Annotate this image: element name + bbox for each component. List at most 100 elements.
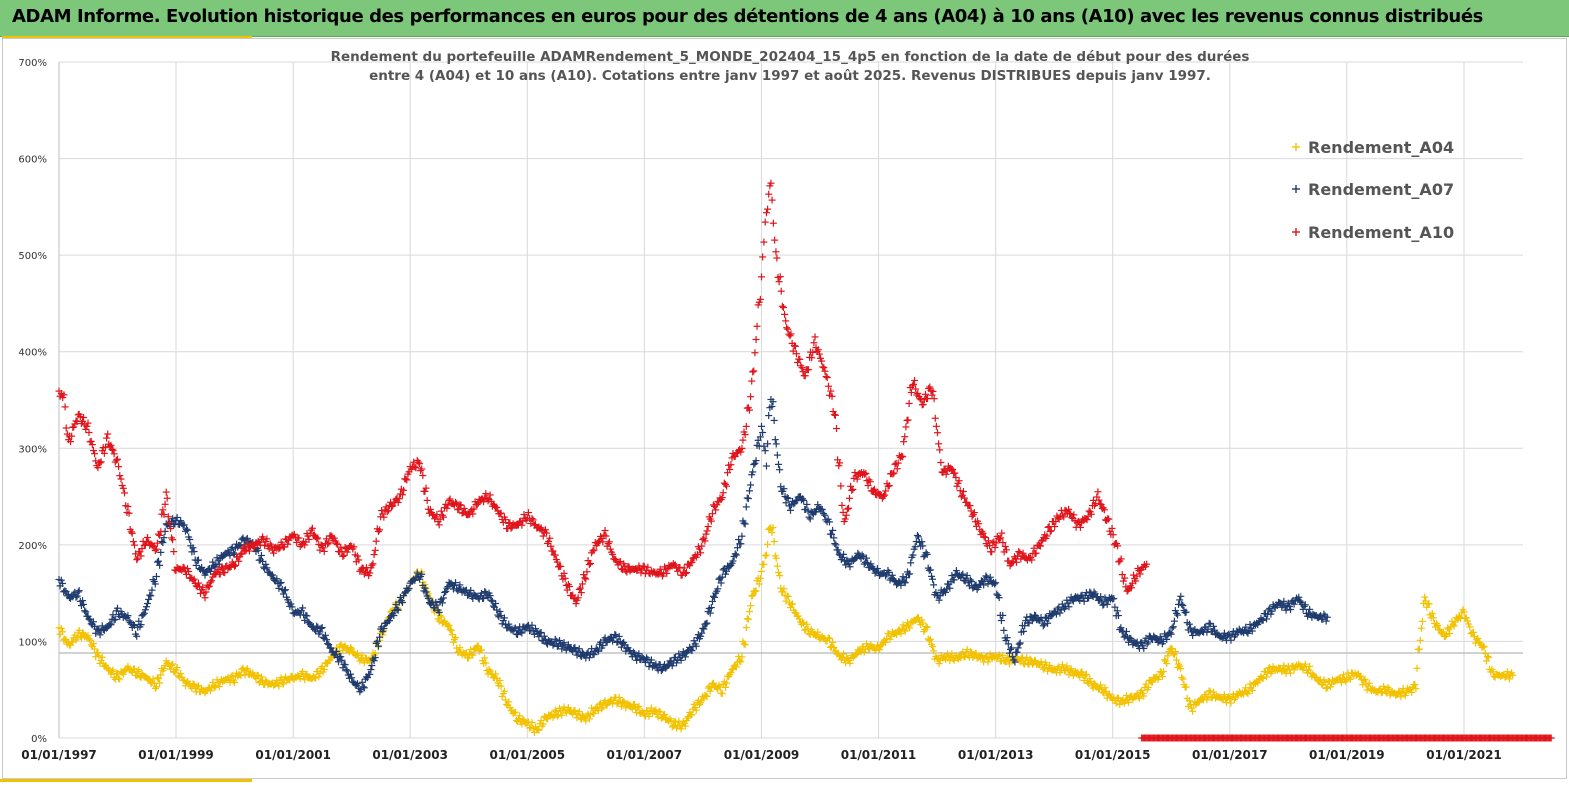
data-point-rendement_a04 — [967, 648, 975, 656]
x-tick-label: 01/01/2003 — [372, 748, 448, 762]
data-point-rendement_a04 — [999, 651, 1007, 659]
data-point-rendement_a04 — [1082, 670, 1090, 678]
data-point-rendement_a04 — [109, 666, 117, 674]
data-point-rendement_a04 — [860, 648, 868, 656]
data-point-rendement_a07 — [74, 588, 82, 596]
data-point-rendement_a04 — [156, 679, 164, 687]
data-point-rendement_a04 — [1480, 643, 1488, 651]
data-point-rendement_a04 — [923, 623, 931, 631]
data-point-rendement_a04 — [1259, 674, 1267, 682]
data-point-rendement_a04 — [799, 618, 807, 626]
data-point-rendement_a07 — [772, 440, 780, 448]
data-point-rendement_a04 — [1138, 687, 1146, 695]
data-point-rendement_a07 — [744, 495, 752, 503]
data-point-rendement_a07 — [79, 597, 87, 605]
data-point-rendement_a04 — [1503, 668, 1511, 676]
data-point-rendement_a04 — [634, 704, 642, 712]
data-point-rendement_a04 — [1280, 662, 1288, 670]
data-point-rendement_a04 — [886, 635, 894, 643]
data-point-rendement_a10 — [370, 551, 378, 559]
data-point-rendement_a04 — [446, 626, 454, 634]
data-point-rendement_a07 — [633, 656, 641, 664]
data-point-rendement_a10 — [133, 556, 141, 564]
page-title: ADAM Informe. Evolution historique des p… — [12, 6, 1483, 27]
data-point-rendement_a10 — [761, 218, 769, 226]
data-point-rendement_a04 — [1363, 686, 1371, 694]
data-point-rendement_a04 — [449, 638, 457, 646]
data-point-rendement_a04 — [1361, 675, 1369, 683]
data-point-rendement_a04 — [900, 626, 908, 634]
data-point-rendement_a10 — [937, 459, 945, 467]
data-point-rendement_a04 — [193, 683, 201, 691]
data-point-rendement_a04 — [1125, 698, 1133, 706]
data-point-rendement_a10 — [786, 332, 794, 340]
data-point-rendement_a04 — [358, 651, 366, 659]
y-tick-label: 100% — [18, 637, 47, 648]
data-point-rendement_a04 — [1248, 686, 1256, 694]
data-point-rendement_a04 — [1469, 628, 1477, 636]
data-point-rendement_a10 — [143, 533, 151, 541]
data-point-rendement_a04 — [496, 677, 504, 685]
data-point-rendement_a07 — [82, 608, 90, 616]
data-point-rendement_a04 — [897, 630, 905, 638]
data-point-rendement_a04 — [1244, 690, 1252, 698]
data-point-rendement_a04 — [756, 574, 764, 582]
data-point-rendement_a04 — [1263, 673, 1271, 681]
legend-label: Rendement_A07 — [1308, 180, 1454, 199]
data-point-rendement_a04 — [1446, 630, 1454, 638]
data-point-rendement_a04 — [231, 679, 239, 687]
data-point-rendement_a10 — [378, 507, 386, 515]
data-point-rendement_a10 — [936, 446, 944, 454]
data-point-rendement_a04 — [1159, 668, 1167, 676]
x-tick-label: 01/01/2009 — [724, 748, 800, 762]
data-point-rendement_a07 — [92, 629, 100, 637]
data-point-rendement_a04 — [752, 587, 760, 595]
data-point-rendement_a10 — [823, 374, 831, 382]
data-point-rendement_a04 — [447, 627, 455, 635]
data-point-rendement_a04 — [738, 653, 746, 661]
data-point-rendement_a04 — [1412, 685, 1420, 693]
data-point-rendement_a04 — [1189, 707, 1197, 715]
data-point-rendement_a04 — [353, 650, 361, 658]
data-point-rendement_a07 — [907, 559, 915, 567]
data-point-rendement_a10 — [845, 504, 853, 512]
data-point-rendement_a04 — [918, 616, 926, 624]
data-point-rendement_a04 — [1218, 696, 1226, 704]
data-point-rendement_a04 — [995, 651, 1003, 659]
data-point-rendement_a04 — [795, 615, 803, 623]
data-point-rendement_a04 — [1005, 660, 1013, 668]
data-point-rendement_a04 — [791, 608, 799, 616]
data-point-rendement_a04 — [740, 640, 748, 648]
data-point-rendement_a04 — [748, 592, 756, 600]
data-point-rendement_a07 — [157, 548, 165, 556]
data-point-rendement_a04 — [800, 619, 808, 627]
data-point-rendement_a04 — [801, 626, 809, 634]
data-point-rendement_a04 — [1306, 662, 1314, 670]
data-point-rendement_a04 — [84, 632, 92, 640]
data-point-rendement_a04 — [1323, 684, 1331, 692]
title-banner: ADAM Informe. Evolution historique des p… — [0, 0, 1569, 37]
data-point-rendement_a10 — [777, 287, 785, 295]
data-point-rendement_a04 — [242, 666, 250, 674]
data-point-rendement_a04 — [316, 669, 324, 677]
data-point-rendement_a07 — [758, 422, 765, 430]
data-point-rendement_a10 — [644, 563, 652, 571]
y-tick-label: 200% — [18, 541, 47, 552]
data-point-rendement_a04 — [1416, 636, 1424, 644]
data-point-rendement_a07 — [152, 572, 160, 580]
data-point-rendement_a04 — [1456, 613, 1464, 621]
data-point-rendement_a04 — [160, 665, 168, 673]
data-point-rendement_a04 — [259, 677, 267, 685]
data-point-rendement_a04 — [718, 690, 726, 698]
data-point-rendement_a04 — [1479, 642, 1487, 650]
data-point-rendement_a04 — [1112, 699, 1120, 707]
data-point-rendement_a04 — [1050, 665, 1058, 673]
data-point-rendement_a04 — [257, 673, 265, 681]
data-point-rendement_a07 — [613, 638, 621, 646]
data-point-rendement_a04 — [1023, 653, 1031, 661]
data-point-rendement_a04 — [91, 645, 99, 653]
data-point-rendement_a04 — [1227, 699, 1235, 707]
data-point-rendement_a04 — [769, 524, 777, 532]
data-point-rendement_a04 — [535, 726, 543, 734]
data-point-rendement_a04 — [492, 670, 500, 678]
